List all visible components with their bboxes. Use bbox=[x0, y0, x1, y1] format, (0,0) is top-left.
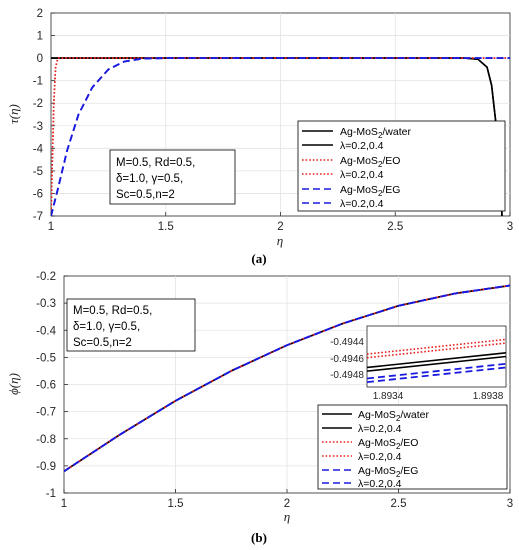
legend-label-a1: Ag-MoS2/water bbox=[340, 126, 411, 140]
annotation-line-a1: M=0.5, Rd=0.5, bbox=[116, 157, 195, 169]
annotation-line-b2: δ=1.0, γ=0.5, bbox=[73, 321, 140, 333]
inset-ytick-1: -0.4944 bbox=[330, 337, 364, 348]
annotation-box-a: M=0.5, Rd=0.5, δ=1.0, γ=0.5, Sc=0.5,n=2 bbox=[109, 149, 236, 205]
ytick-label-b-6: -0.8 bbox=[36, 434, 56, 446]
inset-series-lines bbox=[366, 338, 507, 384]
ytick-label-b-3: -0.5 bbox=[36, 352, 56, 364]
legend-label-b1: Ag-MoS2/water bbox=[358, 409, 429, 423]
series-line-b-6 bbox=[64, 284, 510, 473]
ytick-label-a-5: -3 bbox=[33, 121, 43, 133]
x-axis-label-b: η bbox=[284, 509, 290, 524]
ytick-label-a-1: 1 bbox=[37, 31, 43, 43]
ytick-label-a-2: 0 bbox=[37, 53, 43, 65]
ytick-label-b-4: -0.6 bbox=[36, 380, 56, 392]
xtick-label-a-1: 1.5 bbox=[158, 221, 174, 233]
inset-line-3 bbox=[366, 352, 507, 369]
x-axis-label-a: η bbox=[277, 233, 283, 248]
inset-line-4 bbox=[366, 355, 507, 372]
ytick-label-b-8: -1 bbox=[46, 488, 56, 500]
caption-a: (a) bbox=[251, 251, 266, 266]
inset-ytick-3: -0.4948 bbox=[330, 370, 364, 381]
inset-b: -0.4944 -0.4946 -0.4948 1.8934 1.8938 bbox=[330, 325, 507, 402]
series-line-a-6 bbox=[51, 57, 510, 216]
legend-label-a3: Ag-MoS2/EO bbox=[340, 155, 400, 169]
series-lines-b bbox=[64, 284, 510, 473]
ytick-label-a-8: -6 bbox=[33, 188, 43, 200]
annotation-line-b3: Sc=0.5,n=2 bbox=[73, 337, 132, 349]
inset-line-5 bbox=[366, 362, 507, 380]
ytick-label-a-7: -5 bbox=[33, 166, 43, 178]
xtick-label-b-3: 2.5 bbox=[391, 498, 407, 510]
ytick-label-b-2: -0.4 bbox=[36, 325, 56, 337]
legend-label-b6: λ=0.2,0.4 bbox=[358, 478, 402, 490]
legend-label-b5: Ag-MoS2/EG bbox=[358, 465, 418, 479]
inset-line-2 bbox=[366, 342, 507, 359]
xtick-label-b-0: 1 bbox=[61, 498, 67, 510]
legend-a: Ag-MoS2/water λ=0.2,0.4 Ag-MoS2/EO λ=0.2… bbox=[297, 120, 506, 212]
xtick-label-a-3: 2.5 bbox=[387, 221, 403, 233]
panel-b: 1 1.5 2 2.5 3 -0.2 -0.3 -0.4 -0.5 -0.6 -0.7 -0.8 -0.… bbox=[6, 271, 513, 545]
legend-label-a4: λ=0.2,0.4 bbox=[340, 169, 384, 181]
ticks-a: 1 1.5 2 2.5 3 2 1 0 -1 -2 -3 -4 -5 -6 -7 bbox=[33, 8, 513, 233]
series-line-a-4 bbox=[51, 57, 510, 216]
ytick-label-a-0: 2 bbox=[37, 8, 43, 20]
xtick-label-b-2: 2 bbox=[284, 498, 290, 510]
y-axis-label-b: ϕ(η) bbox=[6, 373, 21, 395]
legend-label-a2: λ=0.2,0.4 bbox=[340, 140, 384, 152]
legend-label-b2: λ=0.2,0.4 bbox=[358, 423, 402, 435]
annotation-box-b: M=0.5, Rd=0.5, δ=1.0, γ=0.5, Sc=0.5,n=2 bbox=[66, 298, 196, 352]
ticks-b: 1 1.5 2 2.5 3 -0.2 -0.3 -0.4 -0.5 -0.6 -0.7 -0.8 -0.… bbox=[36, 271, 513, 510]
annotation-line-b1: M=0.5, Rd=0.5, bbox=[73, 305, 152, 317]
ytick-label-a-6: -4 bbox=[33, 143, 44, 155]
legend-b: Ag-MoS2/water λ=0.2,0.4 Ag-MoS2/EO λ=0.2… bbox=[317, 404, 508, 490]
inset-plot-area bbox=[366, 325, 507, 388]
ytick-label-a-4: -2 bbox=[33, 98, 43, 110]
caption-b: (b) bbox=[251, 530, 267, 545]
ytick-label-a-9: -7 bbox=[33, 211, 43, 223]
ytick-label-b-1: -0.3 bbox=[36, 298, 56, 310]
panel-a: 1 1.5 2 2.5 3 2 1 0 -1 -2 -3 -4 -5 -6 -7 η τ(η) M=0.5,… bbox=[6, 8, 513, 266]
inset-line-1 bbox=[366, 338, 507, 355]
ytick-label-a-3: -1 bbox=[33, 76, 43, 88]
ytick-label-b-5: -0.7 bbox=[36, 407, 56, 419]
xtick-label-a-2: 2 bbox=[277, 221, 283, 233]
xtick-label-b-4: 3 bbox=[507, 498, 513, 510]
ytick-label-b-0: -0.2 bbox=[36, 271, 56, 283]
ytick-label-b-7: -0.9 bbox=[36, 461, 56, 473]
inset-line-6 bbox=[366, 366, 507, 384]
legend-label-b4: λ=0.2,0.4 bbox=[358, 451, 402, 463]
annotation-line-a2: δ=1.0, γ=0.5, bbox=[116, 173, 183, 185]
legend-label-a5: Ag-MoS2/EG bbox=[340, 184, 400, 198]
inset-xtick-2: 1.8938 bbox=[473, 391, 504, 402]
inset-xtick-1: 1.8934 bbox=[373, 391, 404, 402]
legend-label-b3: Ag-MoS2/EO bbox=[358, 437, 418, 451]
annotation-line-a3: Sc=0.5,n=2 bbox=[116, 189, 175, 201]
xtick-label-a-0: 1 bbox=[48, 221, 54, 233]
xtick-label-b-1: 1.5 bbox=[168, 498, 184, 510]
legend-label-a6: λ=0.2,0.4 bbox=[340, 198, 384, 210]
inset-ytick-2: -0.4946 bbox=[330, 354, 364, 365]
xtick-label-a-4: 3 bbox=[507, 221, 513, 233]
y-axis-label-a: τ(η) bbox=[6, 104, 21, 124]
